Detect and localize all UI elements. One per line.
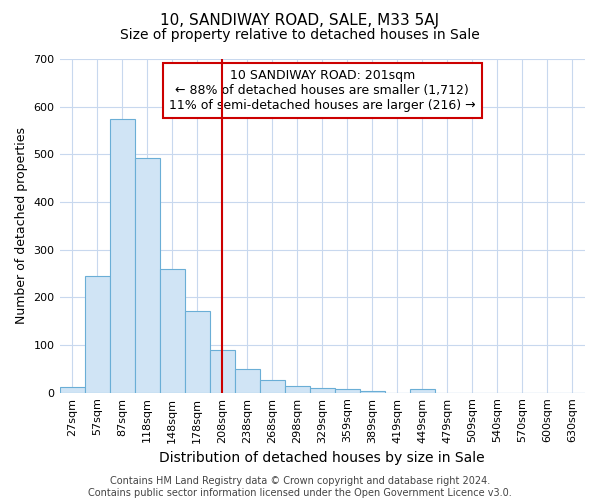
Bar [260,380,285,392]
Text: 10, SANDIWAY ROAD, SALE, M33 5AJ: 10, SANDIWAY ROAD, SALE, M33 5AJ [160,12,440,28]
Bar [360,391,385,392]
Bar [160,268,185,392]
Bar [410,390,435,392]
Bar [85,276,110,392]
Bar [110,118,134,392]
Text: 10 SANDIWAY ROAD: 201sqm
← 88% of detached houses are smaller (1,712)
11% of sem: 10 SANDIWAY ROAD: 201sqm ← 88% of detach… [169,69,476,112]
Bar [235,369,260,392]
Bar [310,388,335,392]
Text: Size of property relative to detached houses in Sale: Size of property relative to detached ho… [120,28,480,42]
Bar [209,350,235,393]
Bar [59,387,85,392]
Bar [134,158,160,392]
X-axis label: Distribution of detached houses by size in Sale: Distribution of detached houses by size … [160,451,485,465]
Y-axis label: Number of detached properties: Number of detached properties [15,128,28,324]
Text: Contains HM Land Registry data © Crown copyright and database right 2024.
Contai: Contains HM Land Registry data © Crown c… [88,476,512,498]
Bar [285,386,310,392]
Bar [185,310,209,392]
Bar [335,390,360,392]
